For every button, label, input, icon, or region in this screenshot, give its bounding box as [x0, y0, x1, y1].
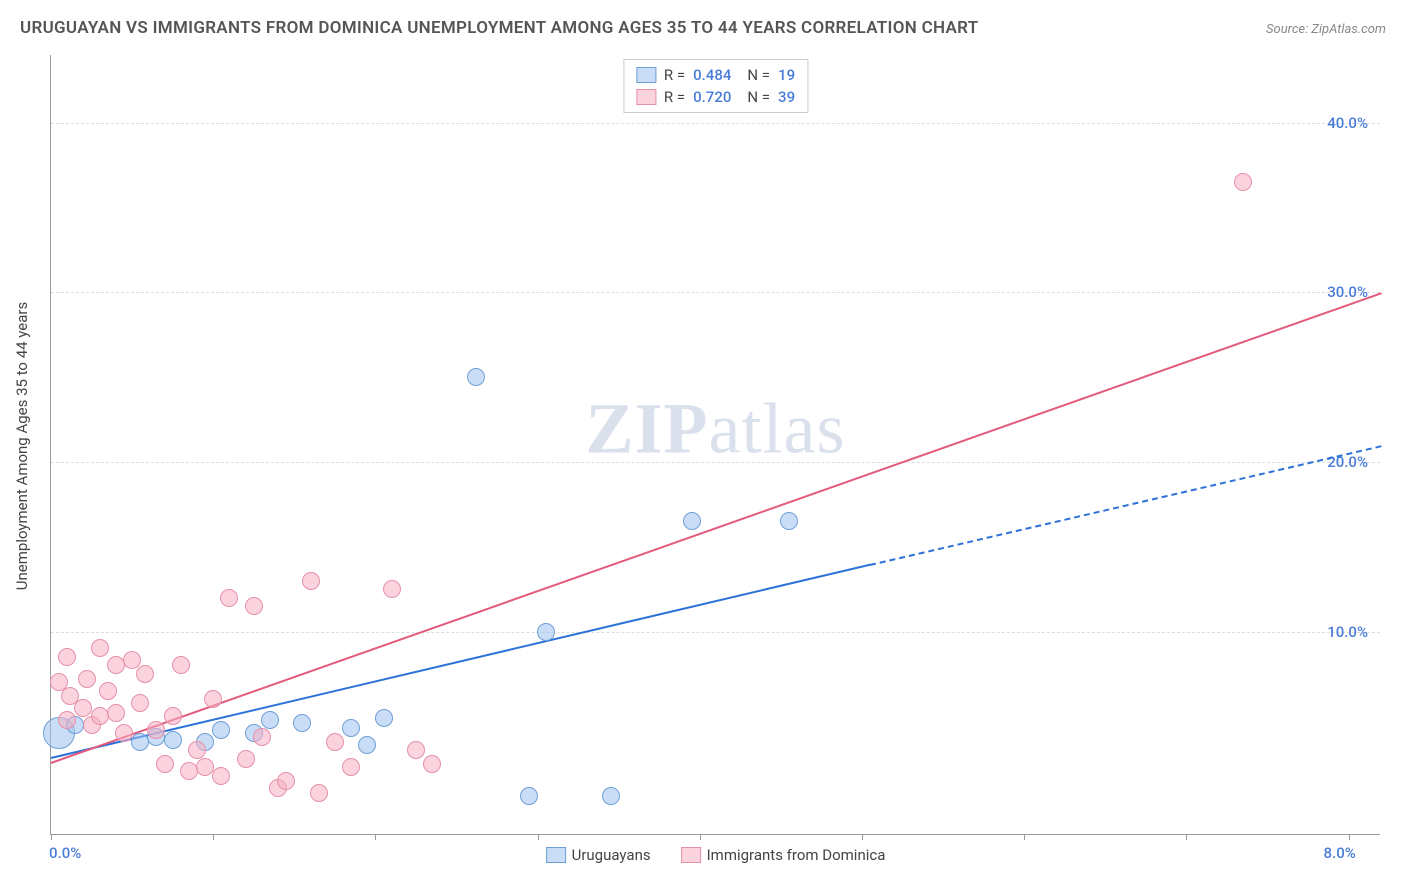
data-point [1234, 173, 1252, 191]
data-point [212, 721, 230, 739]
data-point [375, 709, 393, 727]
chart-title: URUGUAYAN VS IMMIGRANTS FROM DOMINICA UN… [20, 18, 979, 38]
data-point [212, 767, 230, 785]
data-point [115, 724, 133, 742]
legend-n-value: 39 [778, 88, 795, 106]
trend-line [51, 292, 1382, 764]
data-point [302, 572, 320, 590]
plot-area: ZIPatlas R =0.484N =19R =0.720N =39 Urug… [50, 55, 1380, 835]
data-point [91, 639, 109, 657]
data-point [204, 690, 222, 708]
correlation-legend: R = 0.484 N = 19 R = 0.720 N = 39 [623, 59, 808, 113]
trend-line [870, 445, 1381, 566]
source-attribution: Source: ZipAtlas.com [1266, 22, 1386, 37]
data-point [780, 512, 798, 530]
data-point [326, 733, 344, 751]
watermark: ZIPatlas [586, 387, 846, 470]
data-point [342, 719, 360, 737]
watermark-zip: ZIP [586, 388, 709, 468]
data-point [74, 699, 92, 717]
data-point [310, 784, 328, 802]
x-tick [1186, 834, 1187, 840]
data-point [520, 787, 538, 805]
legend-n-label: N = [747, 66, 770, 84]
x-tick [700, 834, 701, 840]
series-legend-item: Uruguayans [546, 846, 651, 864]
data-point [407, 741, 425, 759]
x-tick [1024, 834, 1025, 840]
data-point [253, 728, 271, 746]
legend-row: R = 0.484 N = 19 [636, 64, 795, 86]
data-point [156, 755, 174, 773]
data-point [172, 656, 190, 674]
data-point [683, 512, 701, 530]
data-point [136, 665, 154, 683]
data-point [91, 707, 109, 725]
data-point [78, 670, 96, 688]
y-tick-label: 40.0% [1327, 114, 1368, 132]
x-tick [213, 834, 214, 840]
legend-row: R = 0.720 N = 39 [636, 86, 795, 108]
x-tick-label: 0.0% [49, 844, 81, 862]
x-tick [51, 834, 52, 840]
series-legend-label: Uruguayans [572, 846, 651, 864]
watermark-atlas: atlas [709, 388, 846, 468]
data-point [423, 755, 441, 773]
data-point [58, 648, 76, 666]
data-point [99, 682, 117, 700]
data-point [261, 711, 279, 729]
data-point [147, 721, 165, 739]
x-tick [862, 834, 863, 840]
data-point [131, 694, 149, 712]
y-tick-label: 10.0% [1327, 623, 1368, 641]
series-legend-label: Immigrants from Dominica [707, 846, 886, 864]
data-point [383, 580, 401, 598]
legend-swatch [681, 847, 701, 863]
legend-r-label: R = [664, 66, 685, 84]
gridline-h [51, 632, 1380, 633]
data-point [180, 762, 198, 780]
data-point [358, 736, 376, 754]
x-tick [375, 834, 376, 840]
legend-r-value: 0.484 [693, 66, 731, 84]
legend-swatch [546, 847, 566, 863]
chart-container: URUGUAYAN VS IMMIGRANTS FROM DOMINICA UN… [0, 0, 1406, 892]
legend-n-value: 19 [778, 66, 795, 84]
x-tick-label: 8.0% [1324, 844, 1356, 862]
data-point [220, 589, 238, 607]
gridline-h [51, 462, 1380, 463]
data-point [188, 741, 206, 759]
y-axis-label: Unemployment Among Ages 35 to 44 years [13, 302, 31, 590]
series-legend: Uruguayans Immigrants from Dominica [546, 846, 886, 864]
data-point [467, 368, 485, 386]
gridline-h [51, 292, 1380, 293]
data-point [277, 772, 295, 790]
data-point [237, 750, 255, 768]
legend-swatch [636, 89, 656, 105]
x-tick [1349, 834, 1350, 840]
legend-swatch [636, 67, 656, 83]
gridline-h [51, 123, 1380, 124]
data-point [293, 714, 311, 732]
legend-r-value: 0.720 [693, 88, 731, 106]
data-point [164, 731, 182, 749]
data-point [245, 597, 263, 615]
data-point [342, 758, 360, 776]
legend-n-label: N = [747, 88, 770, 106]
data-point [602, 787, 620, 805]
x-tick [538, 834, 539, 840]
data-point [164, 707, 182, 725]
data-point [537, 623, 555, 641]
data-point [58, 711, 76, 729]
data-point [107, 704, 125, 722]
legend-r-label: R = [664, 88, 685, 106]
series-legend-item: Immigrants from Dominica [681, 846, 886, 864]
